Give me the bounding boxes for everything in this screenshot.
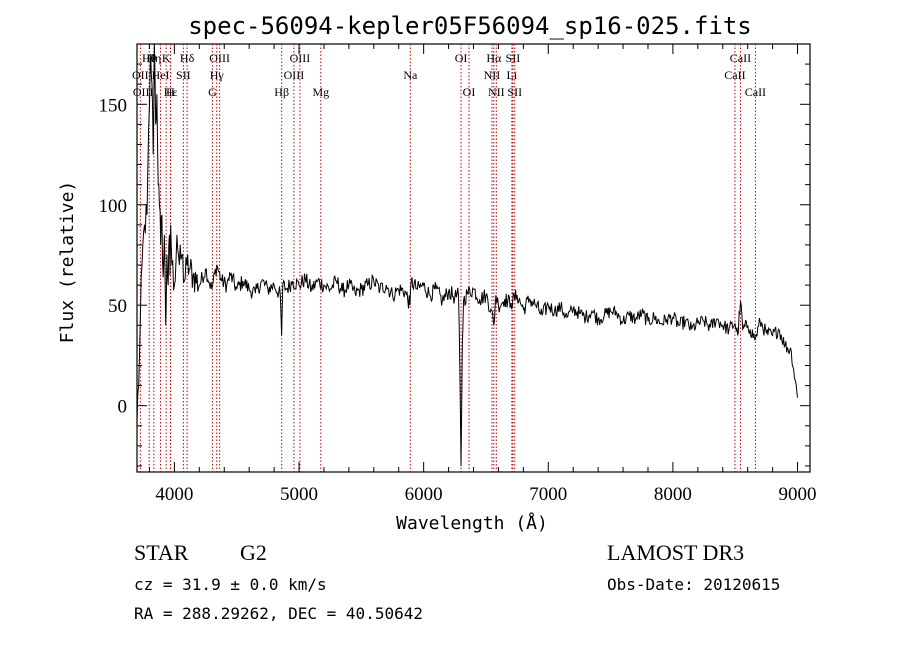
spectral-line-label: K [162, 51, 171, 65]
spectral-line-label: Mg [312, 85, 329, 99]
spectral-line-label: SII [176, 68, 191, 82]
spectral-line-label: SII [507, 85, 522, 99]
spectral-line-label: Hα [486, 51, 502, 65]
y-tick-label: 0 [118, 397, 128, 418]
y-tick-label: 150 [99, 95, 128, 116]
spectral-line-label: OII [132, 68, 149, 82]
x-tick-label: 7000 [529, 484, 567, 505]
survey-name: LAMOST DR3 [607, 540, 744, 565]
spectral-line-label: CaII [745, 85, 766, 99]
x-tick-label: 9000 [779, 484, 817, 505]
spectral-line-label: OI [455, 51, 468, 65]
spectral-line-label: OI [463, 85, 476, 99]
spectrum-series [136, 43, 798, 467]
x-tick-label: 6000 [405, 484, 443, 505]
object-subclass: G2 [240, 540, 267, 565]
spectral-line-label: SII [506, 51, 521, 65]
spectral-line-label: H [166, 85, 175, 99]
spectral-line-label: Na [403, 68, 418, 82]
y-tick-label: 50 [108, 296, 127, 317]
spectral-line-label: OIII [133, 85, 154, 99]
coordinates: RA = 288.29262, DEC = 40.50642 [134, 604, 423, 623]
x-tick-label: 4000 [155, 484, 193, 505]
x-axis-label: Wavelength (Å) [396, 512, 548, 534]
spectral-line-label: Hδ [180, 51, 195, 65]
x-tick-label: 8000 [654, 484, 692, 505]
spectral-line-label: Hβ [274, 85, 289, 99]
spectral-line-label: OIII [209, 51, 230, 65]
observation-date: Obs-Date: 20120615 [607, 575, 780, 594]
spectral-line-label: G [208, 85, 217, 99]
plot-frame [136, 43, 811, 473]
y-axis-label: Flux (relative) [57, 181, 78, 344]
spectral-line-label: CaII [730, 51, 751, 65]
y-tick-label: 100 [99, 196, 128, 217]
spectral-line-label: Hθ [142, 51, 157, 65]
spectral-line-label: NII [488, 85, 505, 99]
x-tick-label: 5000 [280, 484, 318, 505]
plot-border [136, 43, 811, 473]
spectral-line-label: OIII [290, 51, 311, 65]
spectral-line-label: Li [507, 68, 518, 82]
series-flux-line [136, 43, 798, 467]
spectral-line-label: OIII [284, 68, 305, 82]
spectral-line-label: CaII [724, 68, 745, 82]
axis-ticks: 4000 5000 6000 7000 8000 9000 0 50 100 150 [99, 44, 817, 505]
spectral-line-label: HeI [152, 68, 170, 82]
object-class: STAR [134, 540, 189, 565]
spectral-line-label: NII [484, 68, 501, 82]
spectral-line-markers [139, 44, 756, 472]
spectral-line-label: Hε [164, 85, 178, 99]
redshift-cz: cz = 31.9 ± 0.0 km/s [134, 575, 327, 594]
spectral-line-label: Hγ [210, 68, 225, 82]
chart-title: spec-56094-kepler05F56094_sp16-025.fits [188, 12, 752, 40]
